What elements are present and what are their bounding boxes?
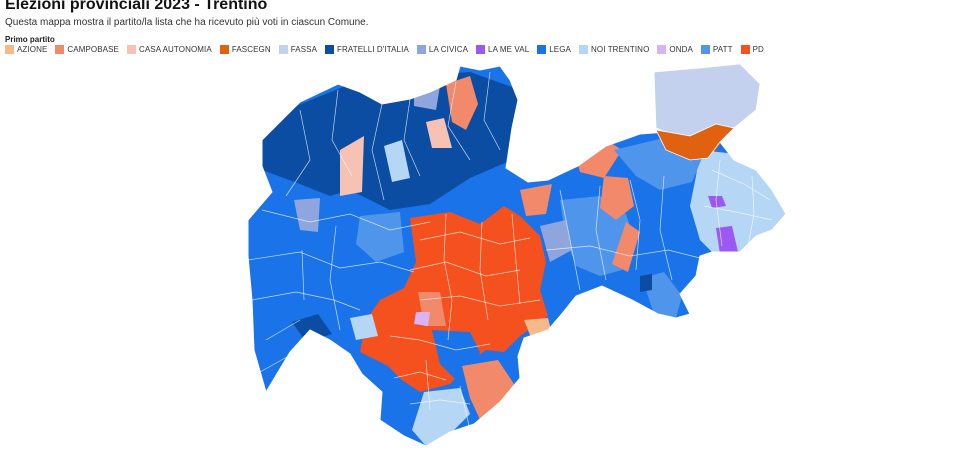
legend-swatch (126, 45, 136, 54)
legend-item-lega[interactable]: LEGA (537, 45, 571, 54)
legend-label: PD (752, 45, 764, 54)
legend-item-fratelli-d-italia[interactable]: FRATELLI D'ITALIA (325, 45, 409, 54)
legend-label: CAMPOBASE (67, 45, 119, 54)
legend-item-noi-trentino[interactable]: NOI TRENTINO (579, 45, 649, 54)
map-region-noi-trentino[interactable] (690, 150, 792, 256)
legend-swatch (325, 45, 335, 54)
legend-swatch (5, 45, 14, 54)
legend-swatch (740, 45, 750, 54)
legend-label: NOI TRENTINO (591, 45, 650, 54)
map-region-fratelli-d-italia-se[interactable] (640, 274, 652, 292)
map-region-campobase-center[interactable] (520, 184, 552, 216)
page-subtitle: Questa mappa mostra il partito/la lista … (5, 17, 369, 28)
legend-title: Primo partito (5, 35, 55, 44)
map-region-fassa-valley[interactable] (653, 63, 761, 137)
map-region-la-me-val-2[interactable] (716, 226, 738, 254)
legend-item-la-civica[interactable]: LA CIVICA (416, 45, 469, 54)
legend: AZIONE CAMPOBASE CASA AUTONOMIA FASCEGN … (5, 45, 764, 54)
map-region-noi-trentino-south[interactable] (412, 388, 470, 446)
map-region-campobase-east[interactable] (600, 176, 634, 220)
legend-swatch (219, 45, 229, 54)
legend-swatch (537, 45, 547, 54)
map-region-fratelli-d-italia-sw[interactable] (292, 314, 332, 342)
legend-label: FASSA (290, 45, 318, 54)
map-region-campobase-east-2[interactable] (612, 222, 640, 272)
map-region-casa-autonomia-2[interactable] (426, 118, 452, 148)
legend-label: FASCEGN (231, 45, 271, 54)
map-region-la-civica[interactable] (540, 220, 572, 262)
legend-label: LA ME VAL (488, 45, 530, 54)
map-region-pd[interactable] (360, 206, 548, 392)
page-title: Elezioni provinciali 2023 - Trentino (5, 0, 268, 13)
legend-item-fascegn[interactable]: FASCEGN (219, 45, 271, 54)
map-region-campobase-nw[interactable] (446, 76, 478, 130)
legend-swatch (476, 45, 486, 54)
legend-label: ONDA (669, 45, 693, 54)
map-region-patt-west[interactable] (356, 212, 404, 262)
map-region-noi-trentino-north[interactable] (384, 140, 410, 182)
legend-item-casa-autonomia[interactable]: CASA AUTONOMIA (126, 45, 212, 54)
legend-swatch (700, 45, 710, 54)
legend-swatch (55, 45, 65, 54)
map-region-lega-far-south[interactable] (380, 390, 412, 434)
legend-swatch (416, 45, 426, 54)
province-outline (247, 65, 787, 447)
map-region-fascegn-valley[interactable] (655, 123, 735, 161)
map-region-casa-autonomia[interactable] (340, 136, 364, 196)
legend-item-azione[interactable]: AZIONE (5, 45, 47, 54)
map-region-la-me-val[interactable] (708, 196, 726, 208)
map-region-la-civica-west[interactable] (294, 198, 320, 232)
legend-swatch (278, 45, 288, 54)
legend-item-onda[interactable]: ONDA (657, 45, 693, 54)
legend-item-fassa[interactable]: FASSA (278, 45, 318, 54)
map-region-onda[interactable] (414, 312, 430, 326)
legend-label: AZIONE (17, 45, 48, 54)
legend-item-pd[interactable]: PD (740, 45, 764, 54)
map-region-noi-trentino-west[interactable] (350, 314, 378, 340)
legend-label: FRATELLI D'ITALIA (337, 45, 409, 54)
legend-swatch (657, 45, 667, 54)
legend-item-campobase[interactable]: CAMPOBASE (55, 45, 119, 54)
legend-label: LEGA (549, 45, 571, 54)
legend-swatch (579, 45, 588, 54)
legend-label: PATT (712, 45, 733, 54)
legend-item-la-me-val[interactable]: LA ME VAL (476, 45, 529, 54)
legend-label: CASA AUTONOMIA (138, 45, 212, 54)
legend-label: LA CIVICA (428, 45, 469, 54)
legend-item-patt[interactable]: PATT (700, 45, 733, 54)
